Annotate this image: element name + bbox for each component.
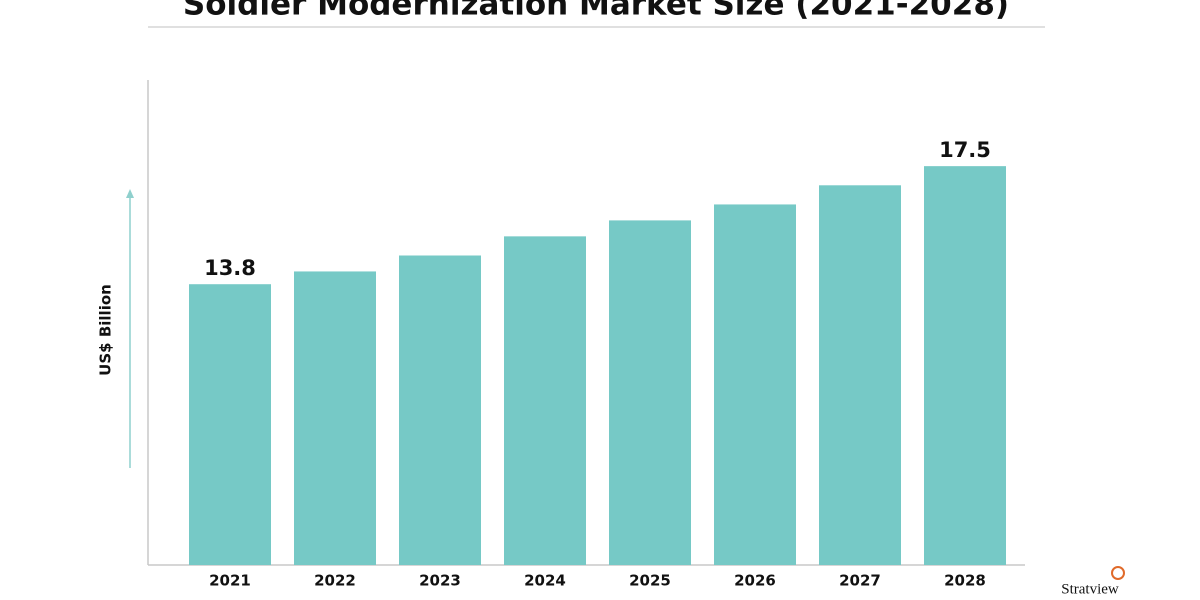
bar xyxy=(399,255,481,566)
bar xyxy=(819,185,901,565)
chart-title: Soldier Modernization Market Size (2021-… xyxy=(183,0,1009,23)
bar xyxy=(609,220,691,566)
bar xyxy=(714,204,796,565)
axis-arrow-head xyxy=(126,189,134,198)
x-tick-label: 2021 xyxy=(209,572,251,590)
bar xyxy=(189,284,271,565)
bar xyxy=(504,236,586,565)
x-tick-label: 2026 xyxy=(734,572,776,590)
bar xyxy=(924,166,1006,566)
logo-icon xyxy=(1111,566,1125,580)
x-tick-label: 2027 xyxy=(839,572,881,590)
bar xyxy=(294,271,376,565)
logo: Stratview xyxy=(1061,581,1119,597)
x-tick-label: 2022 xyxy=(314,572,356,590)
value-label: 13.8 xyxy=(204,256,256,280)
x-tick-label: 2025 xyxy=(629,572,671,590)
y-axis-label: US$ Billion xyxy=(97,284,115,376)
x-tick-label: 2023 xyxy=(419,572,461,590)
value-label: 17.5 xyxy=(939,138,991,162)
x-tick-label: 2028 xyxy=(944,572,986,590)
x-tick-label: 2024 xyxy=(524,572,566,590)
